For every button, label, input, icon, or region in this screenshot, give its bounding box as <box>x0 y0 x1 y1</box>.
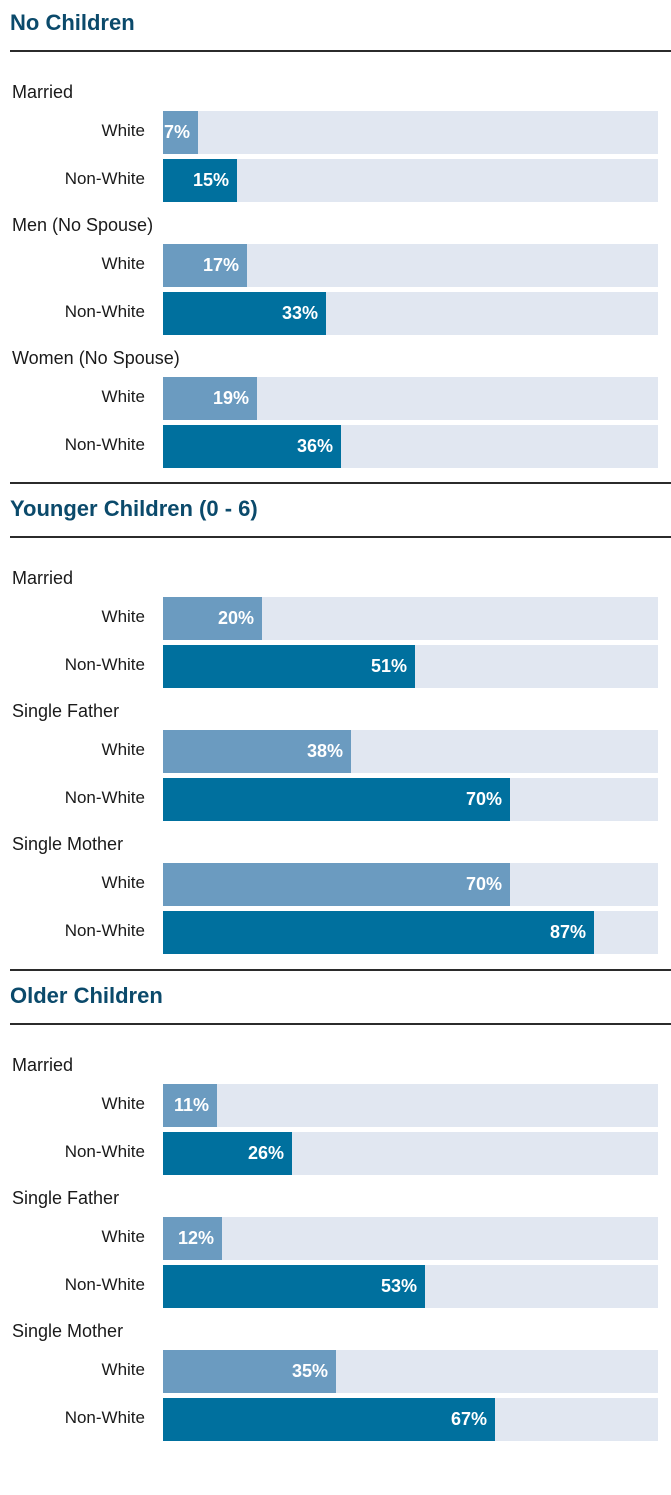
bar-non-white: 36% <box>163 425 341 468</box>
section-title-rule <box>10 50 671 52</box>
group-label: Single Father <box>12 1188 120 1208</box>
bar-value-label: 17% <box>202 255 239 275</box>
bar-value-label: 26% <box>247 1143 284 1163</box>
bar-value-label: 7% <box>163 122 190 142</box>
bar-track: 70% <box>163 778 658 821</box>
bar-value-label: 51% <box>370 656 407 676</box>
bar-value-label: 53% <box>380 1276 417 1296</box>
bar-non-white: 33% <box>163 292 326 335</box>
bar-white: 35% <box>163 1350 336 1393</box>
bar-value-label: 15% <box>192 170 229 190</box>
bar-non-white: 87% <box>163 911 594 954</box>
bar-category-label: Non-White <box>64 1142 145 1161</box>
bar-value-label: 33% <box>281 303 318 323</box>
bar-category-label: Non-White <box>64 435 145 454</box>
bar-track: 12% <box>163 1217 658 1260</box>
bar-non-white: 26% <box>163 1132 292 1175</box>
bar-value-label: 70% <box>465 874 502 894</box>
bar-track: 7% <box>163 111 658 154</box>
bar-white: 38% <box>163 730 351 773</box>
bar-non-white: 53% <box>163 1265 425 1308</box>
bar-track: 53% <box>163 1265 658 1308</box>
bar-category-label: White <box>101 1094 145 1113</box>
section-title-rule <box>10 1023 671 1025</box>
bar-category-label: White <box>101 740 145 759</box>
section-title: Older Children <box>10 983 163 1008</box>
bar-white: 19% <box>163 377 257 420</box>
bar-non-white: 51% <box>163 645 415 688</box>
bar-track: 17% <box>163 244 658 287</box>
section-top-rule <box>10 482 671 484</box>
bar-value-label: 36% <box>296 436 333 456</box>
group-label: Men (No Spouse) <box>12 215 154 235</box>
chart-section: No Children Married White 7% Non-White 15% Men… <box>0 0 671 486</box>
bar-non-white: 70% <box>163 778 510 821</box>
bar-category-label: White <box>101 387 145 406</box>
bar-value-label: 70% <box>465 789 502 809</box>
bar-value-label: 11% <box>173 1095 209 1115</box>
bar-track: 20% <box>163 597 658 640</box>
bar-track: 26% <box>163 1132 658 1175</box>
bar-category-label: Non-White <box>64 302 145 321</box>
group-label: Single Father <box>12 701 120 721</box>
bar-value-label: 35% <box>291 1361 328 1381</box>
bar-category-label: White <box>101 873 145 892</box>
bar-track: 38% <box>163 730 658 773</box>
bar-track: 19% <box>163 377 658 420</box>
group-label: Single Mother <box>12 834 124 854</box>
bar-category-label: White <box>101 1227 145 1246</box>
bar-category-label: White <box>101 1360 145 1379</box>
bar-track: 11% <box>163 1084 658 1127</box>
bar-category-label: Non-White <box>64 1275 145 1294</box>
bar-track: 51% <box>163 645 658 688</box>
bar-category-label: Non-White <box>64 788 145 807</box>
bar-white: 70% <box>163 863 510 906</box>
bar-value-label: 12% <box>177 1228 214 1248</box>
bar-track: 36% <box>163 425 658 468</box>
section-title: No Children <box>10 10 135 35</box>
bar-white: 11% <box>163 1084 217 1127</box>
group-label: Married <box>12 82 74 102</box>
section-top-rule <box>10 969 671 971</box>
bar-category-label: White <box>101 607 145 626</box>
bar-value-label: 38% <box>306 741 343 761</box>
bar-category-label: White <box>101 121 145 140</box>
section-title: Younger Children (0 - 6) <box>10 496 258 521</box>
bar-category-label: Non-White <box>64 169 145 188</box>
bar-value-label: 19% <box>212 388 249 408</box>
bar-category-label: Non-White <box>64 1408 145 1427</box>
bar-value-label: 20% <box>217 608 254 628</box>
bar-non-white: 67% <box>163 1398 495 1441</box>
bar-category-label: White <box>101 254 145 273</box>
bar-category-label: Non-White <box>64 655 145 674</box>
bar-track: 70% <box>163 863 658 906</box>
group-label: Single Mother <box>12 1321 124 1341</box>
bar-white: 20% <box>163 597 262 640</box>
bar-white: 17% <box>163 244 247 287</box>
bar-value-label: 67% <box>450 1409 487 1429</box>
group-label: Married <box>12 568 74 588</box>
section-title-rule <box>10 536 671 538</box>
bar-white: 7% <box>163 111 198 154</box>
bar-track: 67% <box>163 1398 658 1441</box>
bar-track: 35% <box>163 1350 658 1393</box>
chart-section: Older Children Married White 11% Non-White 26… <box>0 969 671 1459</box>
group-label: Women (No Spouse) <box>12 348 180 368</box>
bar-track: 15% <box>163 159 658 202</box>
bar-track: 87% <box>163 911 658 954</box>
bar-track: 33% <box>163 292 658 335</box>
bar-category-label: Non-White <box>64 921 145 940</box>
bar-value-label: 87% <box>549 922 586 942</box>
group-label: Married <box>12 1055 74 1075</box>
chart-section: Younger Children (0 - 6) Married White 20% N… <box>0 482 671 972</box>
bar-non-white: 15% <box>163 159 237 202</box>
bar-white: 12% <box>163 1217 222 1260</box>
